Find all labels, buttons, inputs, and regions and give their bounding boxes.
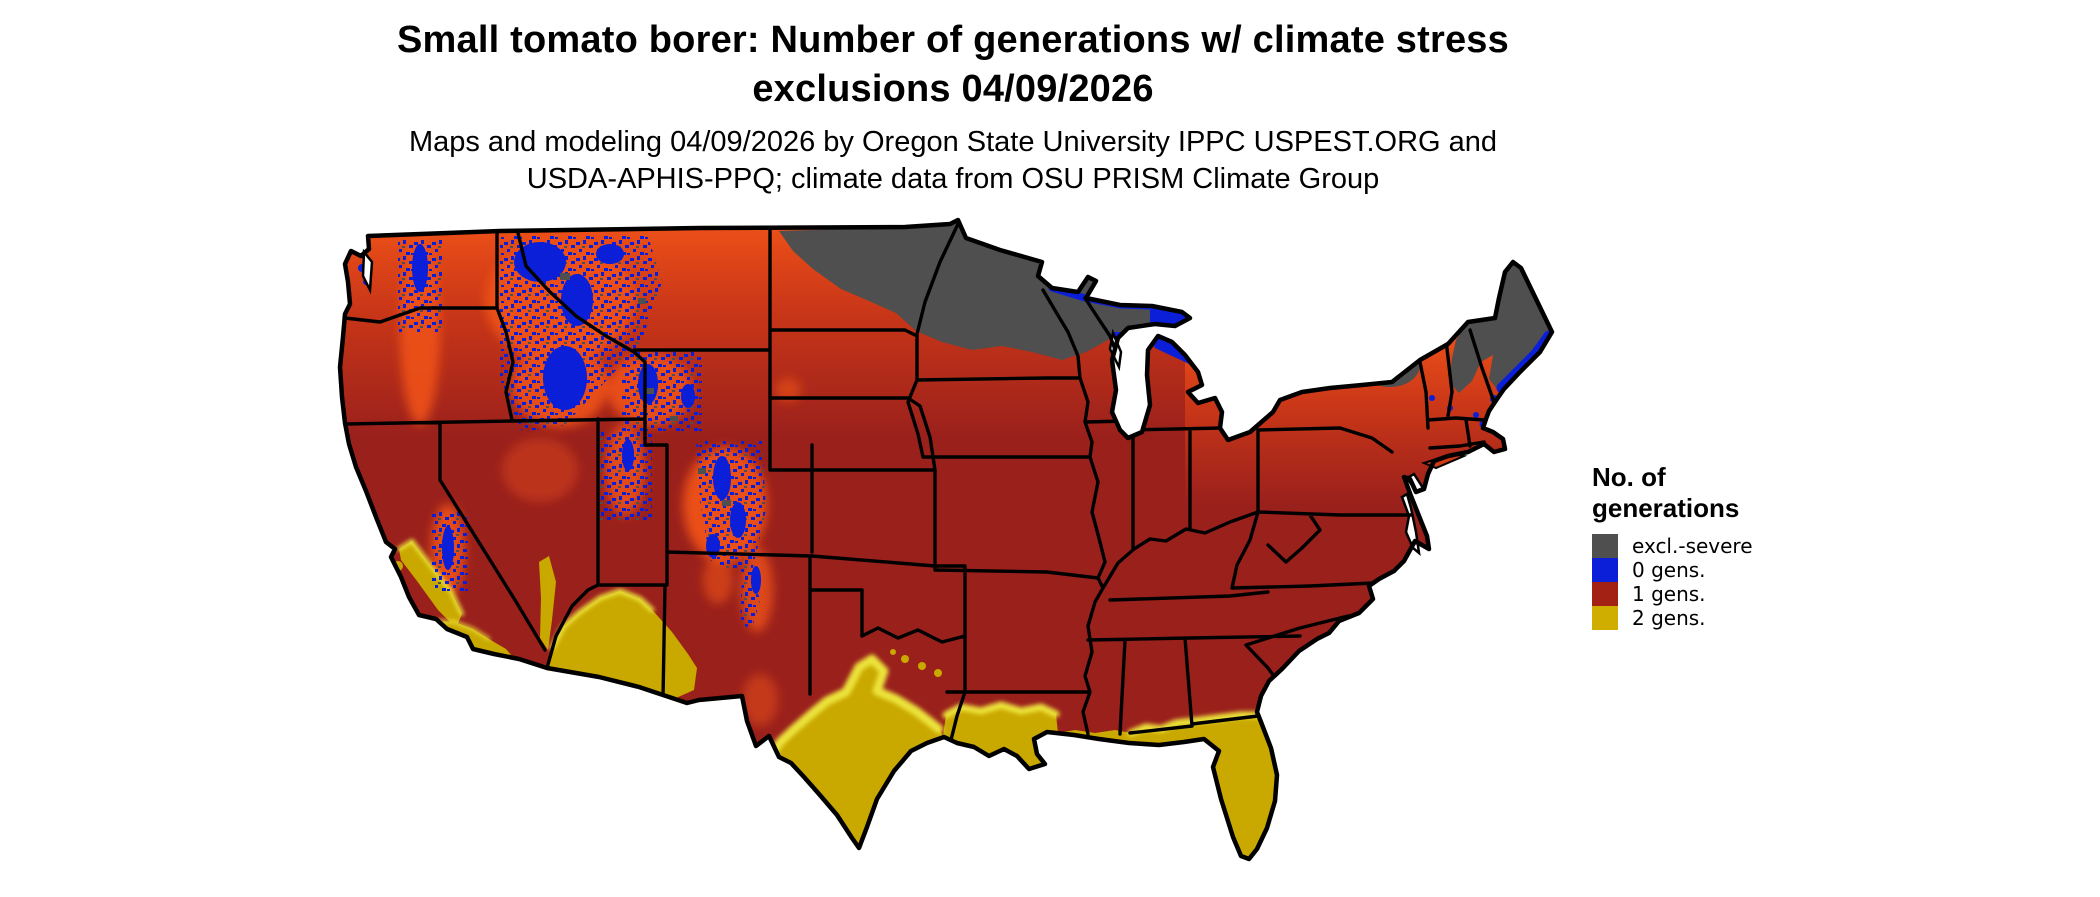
legend: No. of generations excl.-severe 0 gens. … xyxy=(1592,462,1852,630)
map-subtitle-line2: USDA-APHIS-PPQ; climate data from OSU PR… xyxy=(526,163,1380,195)
legend-label: excl.-severe xyxy=(1632,534,1753,558)
chesapeake-bay xyxy=(1400,492,1421,557)
legend-item-excl-severe: excl.-severe xyxy=(1592,534,1852,558)
map-title: Small tomato borer: Number of generation… xyxy=(340,16,1566,114)
map-region-gray-mountain-specks xyxy=(560,273,731,506)
legend-item-zero-gens: 0 gens. xyxy=(1592,558,1852,582)
legend-label: 0 gens. xyxy=(1632,558,1706,582)
legend-item-two-gens: 2 gens. xyxy=(1592,606,1852,630)
map-subtitle: Maps and modeling 04/09/2026 by Oregon S… xyxy=(340,124,1566,198)
legend-title-line1: No. of xyxy=(1592,462,1666,492)
legend-title: No. of generations xyxy=(1592,462,1852,524)
two-gens-swatch-icon xyxy=(1592,606,1618,630)
map-region-yellow-florida xyxy=(1131,715,1277,859)
map-region-yellow-arizona xyxy=(547,591,697,698)
map-title-line2: exclusions 04/09/2026 xyxy=(752,68,1154,110)
map-region-gray-north-central xyxy=(779,220,1190,360)
map-region-yellow-central-valley xyxy=(399,541,462,628)
puget-sound xyxy=(361,248,374,295)
map-region-yellow-colorado-river xyxy=(539,556,556,650)
legend-label: 2 gens. xyxy=(1632,606,1706,630)
map-subtitle-line1: Maps and modeling 04/09/2026 by Oregon S… xyxy=(408,126,1498,158)
zero-gens-swatch-icon xyxy=(1592,558,1618,582)
legend-title-line2: generations xyxy=(1592,493,1740,523)
legend-label: 1 gens. xyxy=(1632,582,1706,606)
one-gen-swatch-icon xyxy=(1592,582,1618,606)
legend-items: excl.-severe 0 gens. 1 gens. 2 gens. xyxy=(1592,534,1852,630)
excl-severe-swatch-icon xyxy=(1592,534,1618,558)
map-title-line1: Small tomato borer: Number of generation… xyxy=(397,19,1509,61)
map-region-zero-gens-speckle xyxy=(398,236,1185,628)
state-borders xyxy=(343,222,1496,742)
legend-item-one-gen: 1 gens. xyxy=(1592,582,1852,606)
map-region-yellow-louisiana-coast xyxy=(943,705,1058,769)
